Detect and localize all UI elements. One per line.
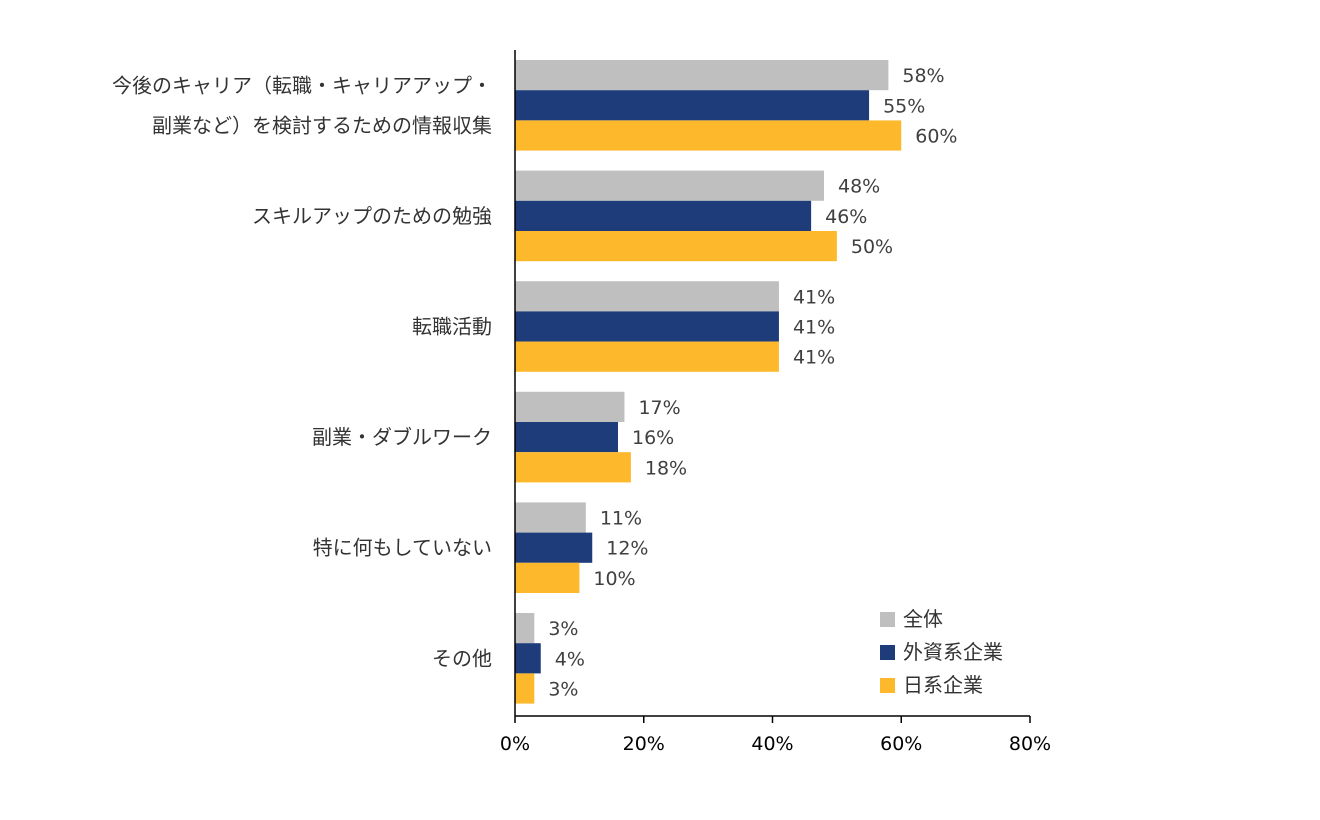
- data-label: 41%: [793, 286, 835, 308]
- x-tick-label: 60%: [880, 733, 922, 755]
- bar: [515, 311, 779, 342]
- data-label: 11%: [600, 508, 642, 530]
- category-label: スキルアップのための勉強: [252, 204, 492, 228]
- bar: [515, 200, 812, 231]
- category-label: 副業・ダブルワーク: [312, 425, 492, 449]
- bar: [515, 673, 535, 704]
- category-label: 今後のキャリア（転職・キャリアアップ・: [112, 73, 492, 97]
- legend-swatch: [880, 645, 895, 660]
- x-ticks-group: 0% 20% 40% 60% 80%: [500, 716, 1051, 755]
- legend-label: 全体: [903, 607, 943, 631]
- data-label: 4%: [555, 648, 585, 670]
- data-label: 18%: [645, 457, 687, 479]
- x-tick-label: 20%: [623, 733, 665, 755]
- category-label: 特に何もしていない: [313, 536, 492, 560]
- data-label: 60%: [915, 126, 957, 148]
- bar: [515, 341, 779, 372]
- bar: [515, 60, 889, 91]
- bar: [515, 120, 902, 151]
- x-tick-label: 40%: [751, 733, 793, 755]
- data-label: 3%: [548, 679, 578, 701]
- category-label: その他: [432, 646, 492, 670]
- legend-label: 日系企業: [903, 673, 983, 697]
- legend-swatch: [880, 612, 895, 627]
- category-labels-group: 今後のキャリア（転職・キャリアアップ・副業など）を検討するための情報収集スキルア…: [112, 73, 492, 670]
- data-label: 46%: [825, 206, 867, 228]
- data-label: 10%: [593, 568, 635, 590]
- bar: [515, 231, 837, 262]
- x-tick-label: 0%: [500, 733, 530, 755]
- bar: [515, 281, 779, 312]
- data-label: 50%: [851, 236, 893, 258]
- data-label: 41%: [793, 317, 835, 339]
- bar: [515, 502, 586, 533]
- bar: [515, 391, 625, 422]
- bar: [515, 613, 535, 644]
- bar: [515, 532, 593, 563]
- data-label: 16%: [632, 427, 674, 449]
- bar: [515, 452, 631, 483]
- category-label: 転職活動: [412, 315, 492, 339]
- data-label: 48%: [838, 176, 880, 198]
- bar: [515, 562, 580, 593]
- data-label: 41%: [793, 347, 835, 369]
- bars-group: [515, 60, 902, 704]
- legend-swatch: [880, 678, 895, 693]
- bar: [515, 90, 870, 121]
- data-label: 12%: [606, 538, 648, 560]
- legend-label: 外資系企業: [903, 640, 1003, 664]
- category-label: 副業など）を検討するための情報収集: [152, 113, 492, 137]
- data-label: 58%: [902, 65, 944, 87]
- value-labels-group: 58% 55% 60% 48% 46% 50% 41% 41% 41% 17% 16% 18% 11% 1…: [548, 65, 957, 700]
- data-label: 17%: [638, 397, 680, 419]
- data-label: 55%: [883, 95, 925, 117]
- bar: [515, 422, 618, 453]
- bar: [515, 643, 541, 674]
- x-tick-label: 80%: [1009, 733, 1051, 755]
- data-label: 3%: [548, 618, 578, 640]
- bar: [515, 170, 824, 201]
